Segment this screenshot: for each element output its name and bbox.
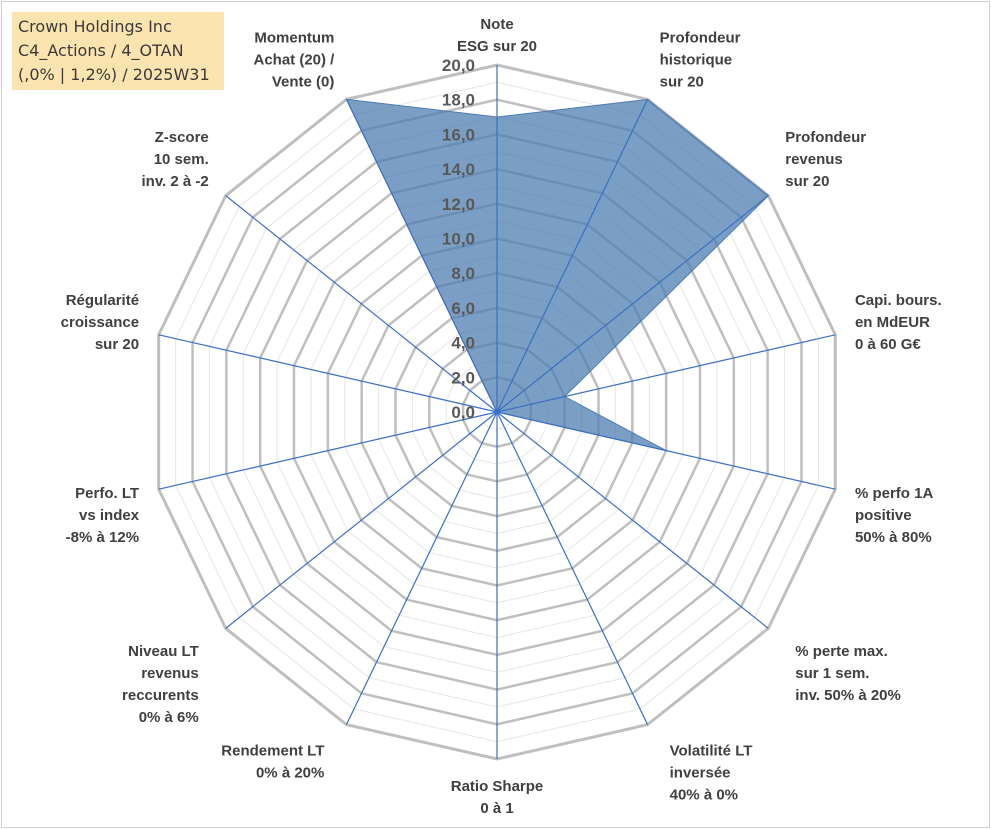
axis-spoke [496,411,769,629]
axis-spoke [496,411,836,490]
axis-spoke [345,411,498,725]
info-params: (,0% | 1,2%) / 2025W31 [18,65,210,84]
axis-label: Note ESG sur 20 [457,16,537,55]
axis-label: Ratio Sharpe 0 à 1 [451,778,544,817]
series-area [345,98,770,593]
axis-label: Profondeur revenus sur 20 [785,129,866,190]
axis-spoke [345,99,498,413]
axis-spoke [158,334,498,413]
tick-label: 8,0 [451,264,475,283]
axis-label: % perte max. sur 1 sem. inv. 50% à 20% [795,643,901,704]
tick-label: 12,0 [442,195,475,214]
tick-label: 14,0 [442,160,475,179]
axis-label: Z-score 10 sem. inv. 2 à -2 [141,129,208,190]
axis-label: Rendement LT 0% à 20% [221,742,324,781]
axis-label: Profondeur historique sur 20 [660,30,741,91]
axis-label: Niveau LT revenus reccurents 0% à 6% [122,643,199,726]
axis-spoke [496,334,836,413]
tick-label: 0,0 [451,403,475,422]
axis-labels: Note ESG sur 20 Profondeur historique sur 20… [61,16,942,817]
axis-label: Régularité croissance sur 20 [61,292,139,353]
tick-label: 10,0 [442,230,475,249]
tick-label: 6,0 [451,299,475,318]
tick-label: 18,0 [442,91,475,110]
axis-spoke [225,411,498,629]
info-box: Crown Holdings Inc C4_Actions / 4_OTAN (… [12,12,224,90]
axis-spoke [225,195,498,413]
info-company: Crown Holdings Inc [18,17,172,36]
axis-spoke [158,411,498,490]
axis-label: Volatilité LT inversée 40% à 0% [670,742,753,803]
axis-label: % perfo 1A positive 50% à 80% [855,485,934,546]
axis-label: Perfo. LT vs index -8% à 12% [66,485,140,546]
tick-label: 2,0 [451,368,475,387]
radar-axes [158,65,836,759]
tick-labels: 0,0 2,0 4,0 6,0 8,0 10,0 12,0 14,0 16,0 18,0 20,0 [442,56,475,422]
tick-label: 16,0 [442,125,475,144]
tick-label: 4,0 [451,334,475,353]
tick-label: 20,0 [442,56,475,75]
axis-spoke [496,411,649,725]
axis-label: Capi. bours. en MdEUR 0 à 60 G€ [855,292,942,353]
axis-spoke [496,99,649,413]
info-category: C4_Actions / 4_OTAN [18,41,184,60]
axis-label: Momentum Achat (20) / Vente (0) [254,30,336,91]
axis-spoke [496,195,769,413]
